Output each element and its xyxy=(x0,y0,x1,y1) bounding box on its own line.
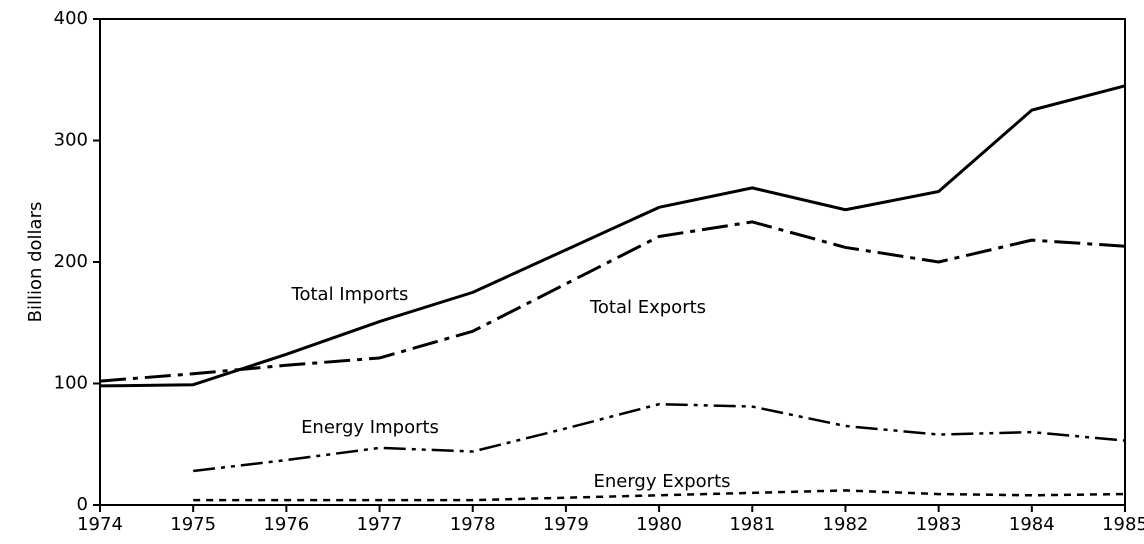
y-tick-label: 300 xyxy=(54,130,88,151)
x-tick-label: 1975 xyxy=(170,514,216,535)
x-tick-label: 1974 xyxy=(77,514,123,535)
x-tick-label: 1985 xyxy=(1102,514,1144,535)
series-label: Total Exports xyxy=(589,297,706,318)
y-tick-label: 0 xyxy=(77,494,88,515)
x-tick-label: 1979 xyxy=(543,514,589,535)
x-tick-label: 1977 xyxy=(357,514,403,535)
x-tick-label: 1984 xyxy=(1009,514,1055,535)
series-line xyxy=(193,402,1126,473)
y-tick-label: 200 xyxy=(54,251,88,272)
x-tick-label: 1978 xyxy=(450,514,496,535)
x-tick-label: 1980 xyxy=(636,514,682,535)
series-line xyxy=(99,220,1126,383)
series-label: Energy Imports xyxy=(301,417,439,438)
y-axis-label: Billion dollars xyxy=(25,202,46,323)
series-label: Energy Exports xyxy=(593,471,730,492)
y-tick-label: 100 xyxy=(54,373,88,394)
plot-frame xyxy=(99,18,1126,506)
series-line xyxy=(99,84,1126,388)
x-tick-label: 1981 xyxy=(729,514,775,535)
x-tick-label: 1983 xyxy=(916,514,962,535)
y-tick-label: 400 xyxy=(54,8,88,29)
series-label: Total Imports xyxy=(291,284,409,305)
x-tick-label: 1982 xyxy=(823,514,869,535)
x-tick-label: 1976 xyxy=(263,514,309,535)
